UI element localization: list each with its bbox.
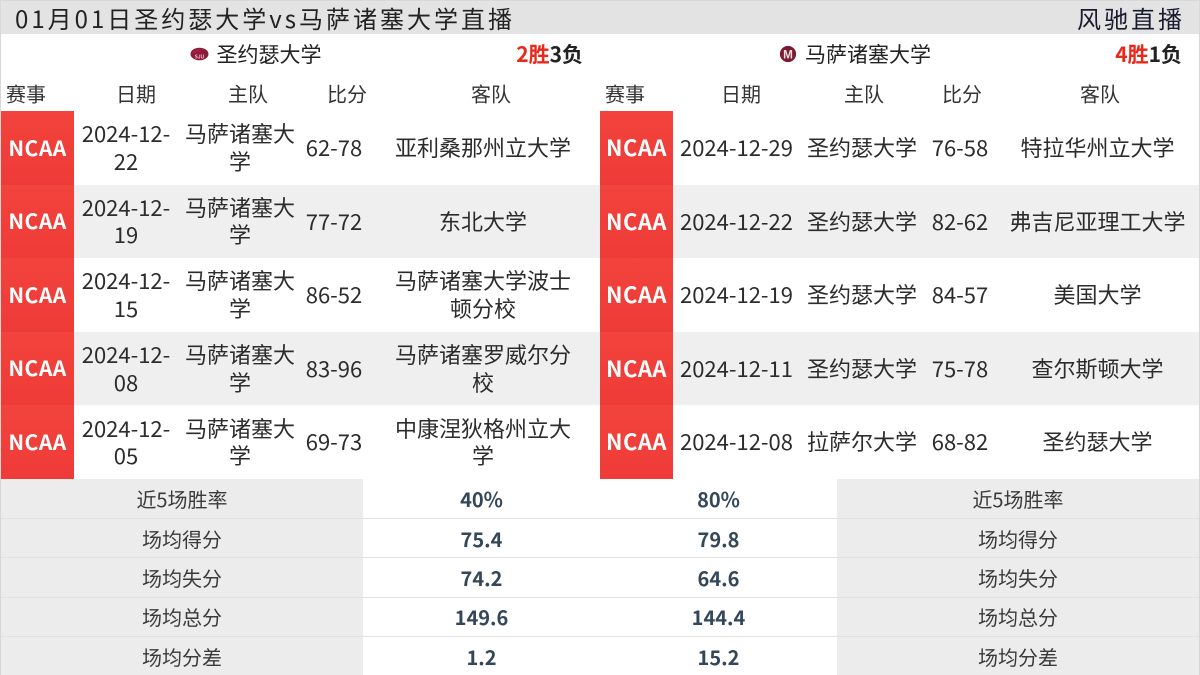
svg-text:M: M — [783, 49, 793, 62]
svg-text:SJU: SJU — [195, 54, 205, 61]
